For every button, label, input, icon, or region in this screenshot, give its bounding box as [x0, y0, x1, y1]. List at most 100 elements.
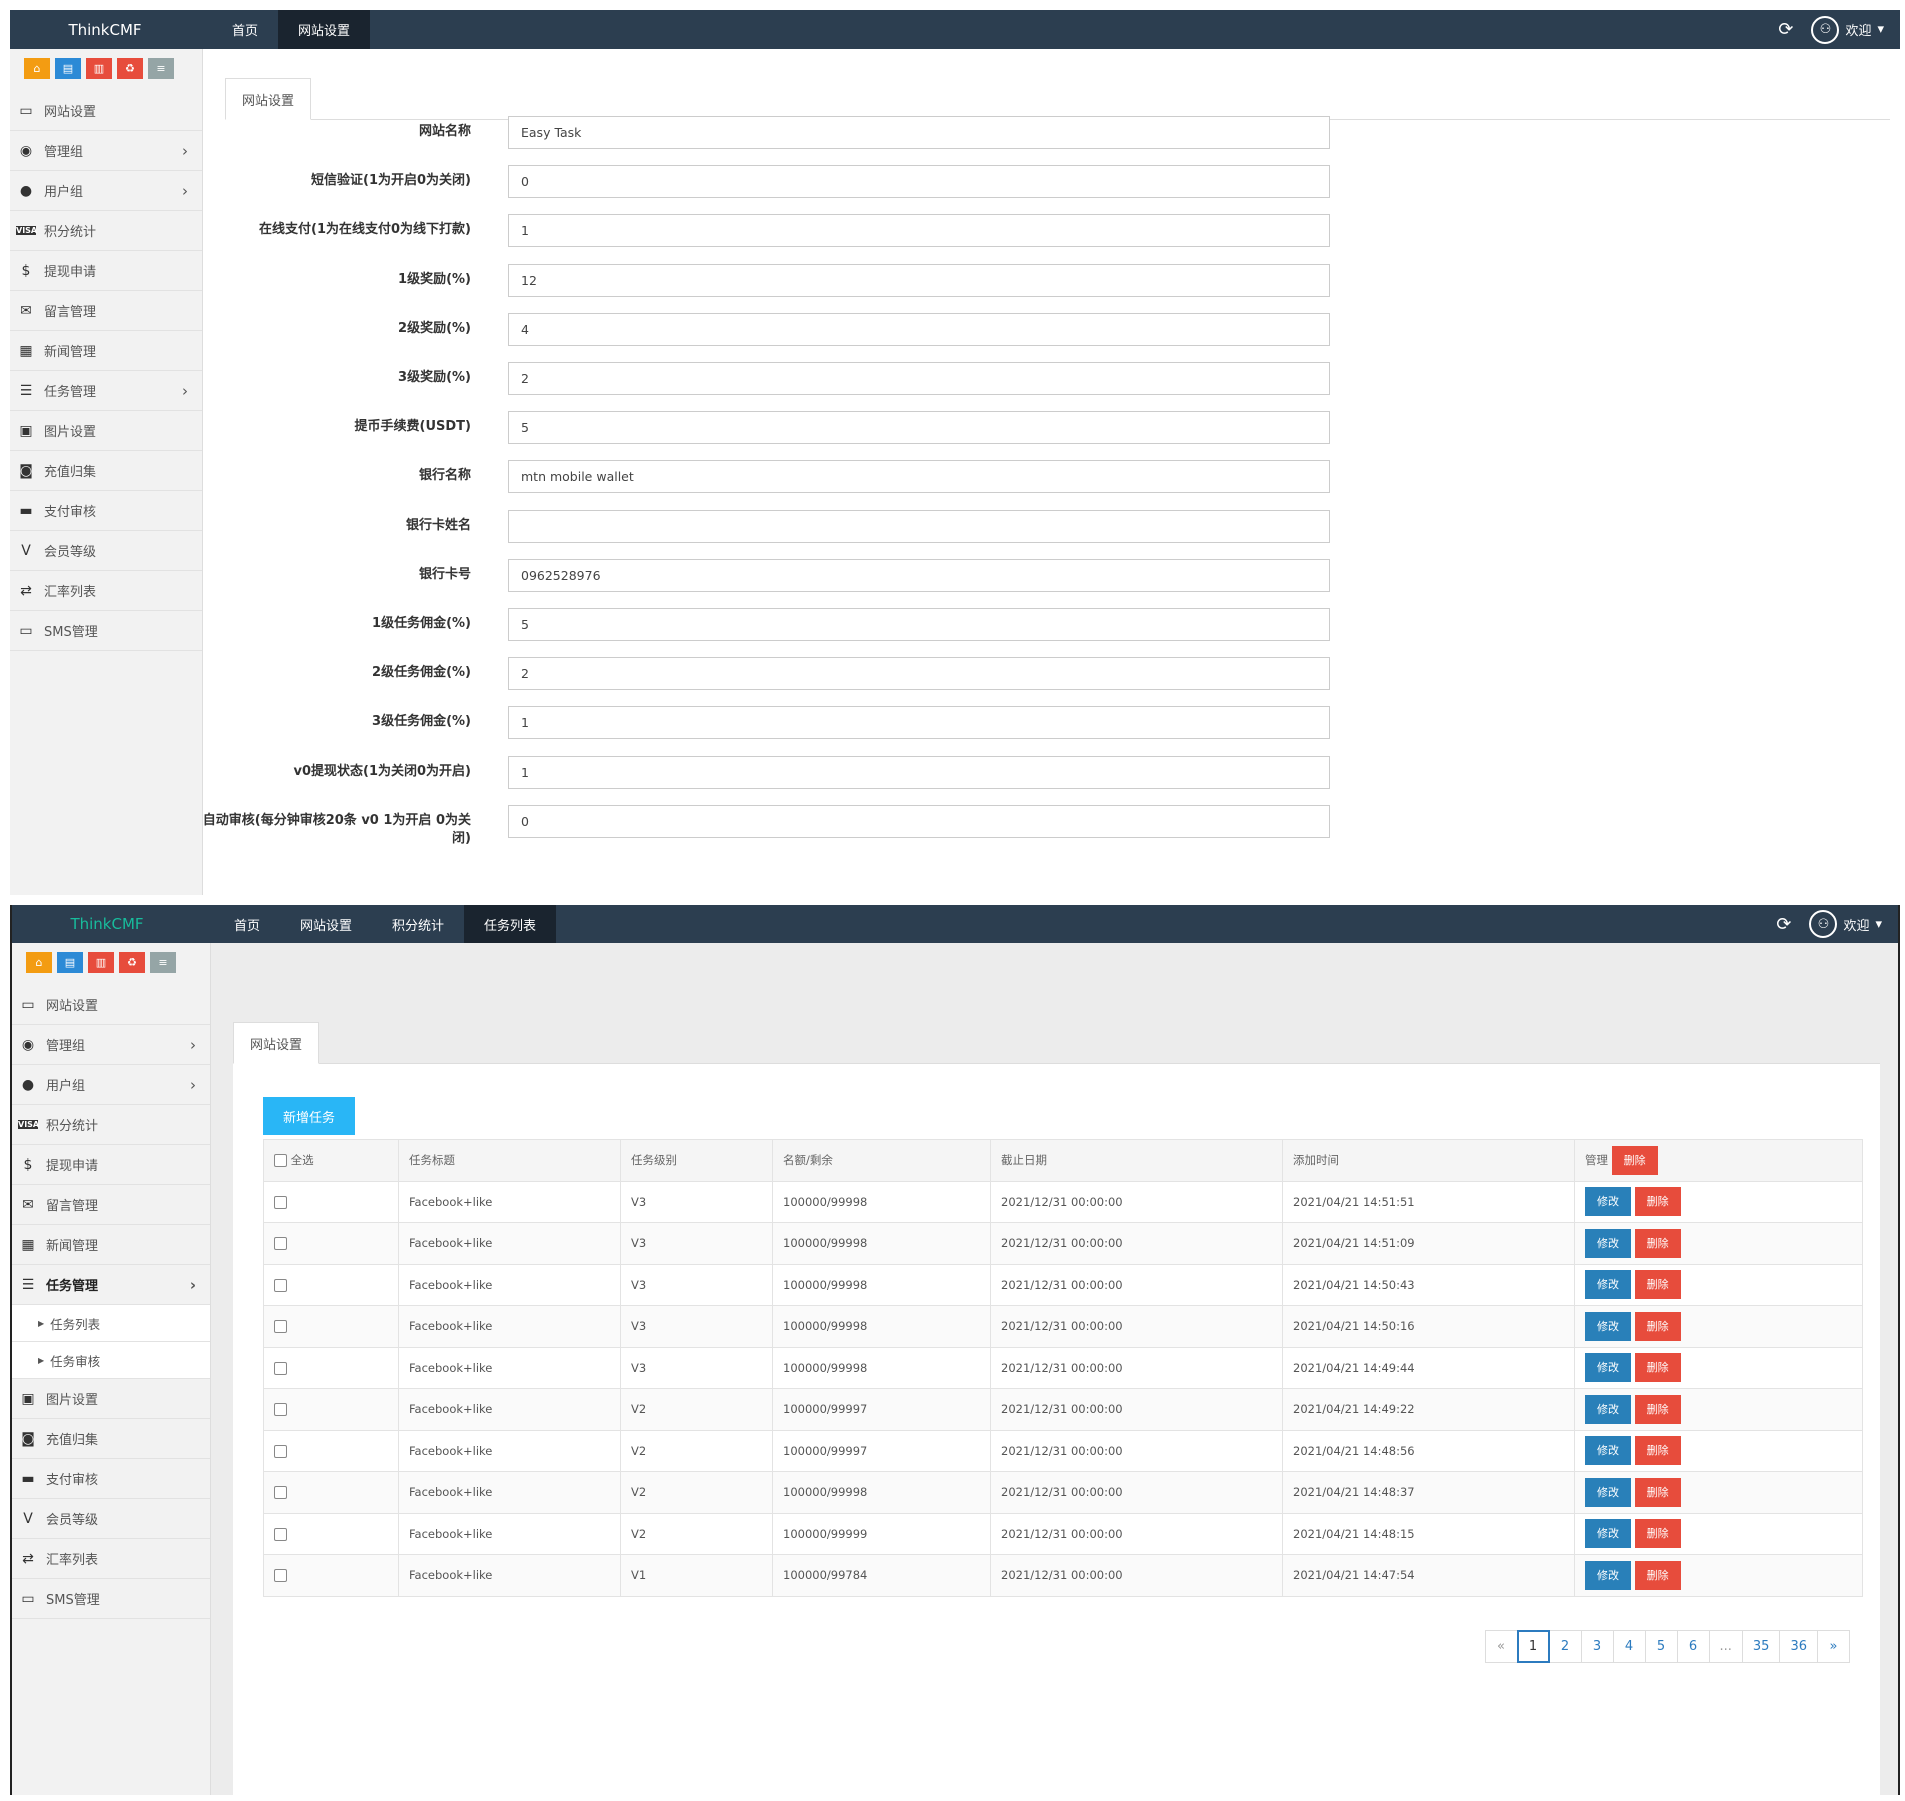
- sidebar-item-points-stats[interactable]: VISA 积分统计: [10, 211, 202, 251]
- delete-button[interactable]: 删除: [1634, 1477, 1681, 1507]
- edit-button[interactable]: 修改: [1585, 1353, 1631, 1383]
- delete-button[interactable]: 删除: [1634, 1560, 1681, 1590]
- row-select[interactable]: [263, 1471, 399, 1514]
- menu-home[interactable]: 首页: [234, 918, 261, 934]
- trash-icon[interactable]: ▥: [86, 58, 112, 79]
- sidebar-item-user-group[interactable]: ● 用户组 ›: [10, 171, 202, 211]
- sidebar-subitem-task-review[interactable]: ▶ 任务审核: [12, 1342, 210, 1379]
- field-input[interactable]: [508, 755, 1330, 789]
- row-checkbox[interactable]: [274, 1278, 287, 1292]
- trash-icon[interactable]: ▥: [88, 952, 114, 973]
- recycle-icon[interactable]: ♻: [119, 952, 145, 973]
- edit-button[interactable]: 修改: [1585, 1228, 1631, 1258]
- sidebar-subitem-task-list[interactable]: ▶ 任务列表: [12, 1305, 210, 1342]
- sidebar-item-payment-review[interactable]: ▬ 支付审核: [12, 1459, 210, 1499]
- page-link[interactable]: 5: [1644, 1630, 1678, 1663]
- sidebar-item-admin-group[interactable]: ◉ 管理组 ›: [10, 131, 202, 171]
- delete-button[interactable]: 删除: [1634, 1519, 1681, 1549]
- edit-button[interactable]: 修改: [1585, 1270, 1631, 1300]
- add-task-button[interactable]: 新增任务: [263, 1097, 355, 1135]
- file-icon[interactable]: ▤: [55, 58, 81, 79]
- field-input[interactable]: [508, 214, 1330, 248]
- row-checkbox[interactable]: [274, 1237, 287, 1251]
- field-input[interactable]: [508, 558, 1330, 592]
- home-icon[interactable]: ⌂: [26, 952, 52, 973]
- delete-button[interactable]: 删除: [1634, 1270, 1681, 1300]
- row-select[interactable]: [263, 1429, 399, 1472]
- recycle-icon[interactable]: ♻: [117, 58, 143, 79]
- row-checkbox[interactable]: [274, 1195, 287, 1209]
- list-icon[interactable]: ≡: [150, 952, 176, 973]
- tab-site-settings[interactable]: 网站设置: [225, 78, 312, 120]
- field-input[interactable]: [508, 460, 1330, 494]
- field-input[interactable]: [508, 509, 1330, 543]
- field-input[interactable]: [508, 657, 1330, 691]
- field-input[interactable]: [508, 804, 1330, 838]
- edit-button[interactable]: 修改: [1585, 1560, 1631, 1590]
- sidebar-item-payment-review[interactable]: ▬ 支付审核: [10, 491, 202, 531]
- row-select[interactable]: [263, 1305, 399, 1348]
- sidebar-item-messages[interactable]: ✉ 留言管理: [10, 291, 202, 331]
- row-checkbox[interactable]: [274, 1569, 287, 1583]
- sidebar-item-messages[interactable]: ✉ 留言管理: [12, 1185, 210, 1225]
- edit-button[interactable]: 修改: [1585, 1477, 1631, 1507]
- sidebar-item-user-group[interactable]: ● 用户组 ›: [12, 1065, 210, 1105]
- edit-button[interactable]: 修改: [1585, 1394, 1631, 1424]
- row-checkbox[interactable]: [274, 1527, 287, 1541]
- menu-task-list[interactable]: 任务列表: [464, 905, 557, 943]
- file-icon[interactable]: ▤: [57, 952, 83, 973]
- delete-button[interactable]: 删除: [1634, 1436, 1681, 1466]
- home-icon[interactable]: ⌂: [24, 58, 50, 79]
- field-input[interactable]: [508, 362, 1330, 395]
- field-input[interactable]: [508, 411, 1330, 445]
- field-input[interactable]: [508, 165, 1330, 199]
- page-link[interactable]: 2: [1548, 1630, 1582, 1663]
- list-icon[interactable]: ≡: [148, 58, 174, 79]
- delete-button[interactable]: 删除: [1634, 1311, 1681, 1341]
- sidebar-item-sms[interactable]: ▭ SMS管理: [10, 611, 202, 651]
- delete-button[interactable]: 删除: [1634, 1228, 1681, 1258]
- sidebar-item-tasks[interactable]: ☰ 任务管理 ›: [12, 1265, 210, 1305]
- row-checkbox[interactable]: [274, 1320, 287, 1334]
- field-input[interactable]: [508, 263, 1330, 297]
- page-link[interactable]: 3: [1580, 1630, 1614, 1663]
- row-select[interactable]: [263, 1346, 399, 1389]
- row-checkbox[interactable]: [274, 1361, 287, 1375]
- sidebar-item-tasks[interactable]: ☰ 任务管理 ›: [10, 371, 202, 411]
- menu-home[interactable]: 首页: [232, 24, 259, 39]
- edit-button[interactable]: 修改: [1585, 1519, 1631, 1549]
- user-menu[interactable]: ⚇ 欢迎 ▾: [1811, 15, 1884, 44]
- brand-logo[interactable]: ThinkCMF: [68, 20, 142, 39]
- bulk-delete-button[interactable]: 删除: [1611, 1145, 1658, 1175]
- sidebar-item-images[interactable]: ▣ 图片设置: [10, 411, 202, 451]
- sidebar-item-points-stats[interactable]: VISA 积分统计: [12, 1105, 210, 1145]
- sidebar-item-sms[interactable]: ▭ SMS管理: [12, 1579, 210, 1619]
- row-checkbox[interactable]: [274, 1403, 287, 1417]
- menu-site-settings[interactable]: 网站设置: [278, 10, 371, 49]
- tab-site-settings[interactable]: 网站设置: [233, 1022, 320, 1064]
- row-select[interactable]: [263, 1512, 399, 1555]
- sidebar-item-news[interactable]: ▦ 新闻管理: [12, 1225, 210, 1265]
- sidebar-item-member-level[interactable]: V 会员等级: [12, 1499, 210, 1539]
- page-link[interactable]: 1: [1516, 1630, 1550, 1663]
- sidebar-item-recharge[interactable]: ◙ 充值归集: [12, 1419, 210, 1459]
- row-select[interactable]: [263, 1554, 399, 1597]
- user-menu[interactable]: ⚇ 欢迎 ▾: [1809, 910, 1882, 938]
- field-input[interactable]: [508, 312, 1330, 346]
- edit-button[interactable]: 修改: [1585, 1311, 1631, 1341]
- delete-button[interactable]: 删除: [1634, 1187, 1681, 1217]
- sidebar-item-admin-group[interactable]: ◉ 管理组 ›: [12, 1025, 210, 1065]
- menu-site-settings[interactable]: 网站设置: [300, 918, 353, 934]
- sidebar-item-news[interactable]: ▦ 新闻管理: [10, 331, 202, 371]
- sidebar-item-site-settings[interactable]: ▭ 网站设置: [10, 91, 202, 131]
- row-select[interactable]: [263, 1388, 399, 1431]
- delete-button[interactable]: 删除: [1634, 1394, 1681, 1424]
- sidebar-item-images[interactable]: ▣ 图片设置: [12, 1379, 210, 1419]
- sidebar-item-member-level[interactable]: V 会员等级: [10, 531, 202, 571]
- sidebar-item-exchange-rates[interactable]: ⇄ 汇率列表: [12, 1539, 210, 1579]
- delete-button[interactable]: 删除: [1634, 1353, 1681, 1383]
- menu-points-stats[interactable]: 积分统计: [392, 918, 445, 934]
- field-input[interactable]: [508, 608, 1330, 641]
- row-select[interactable]: [263, 1222, 399, 1265]
- page-link[interactable]: 35: [1741, 1630, 1781, 1663]
